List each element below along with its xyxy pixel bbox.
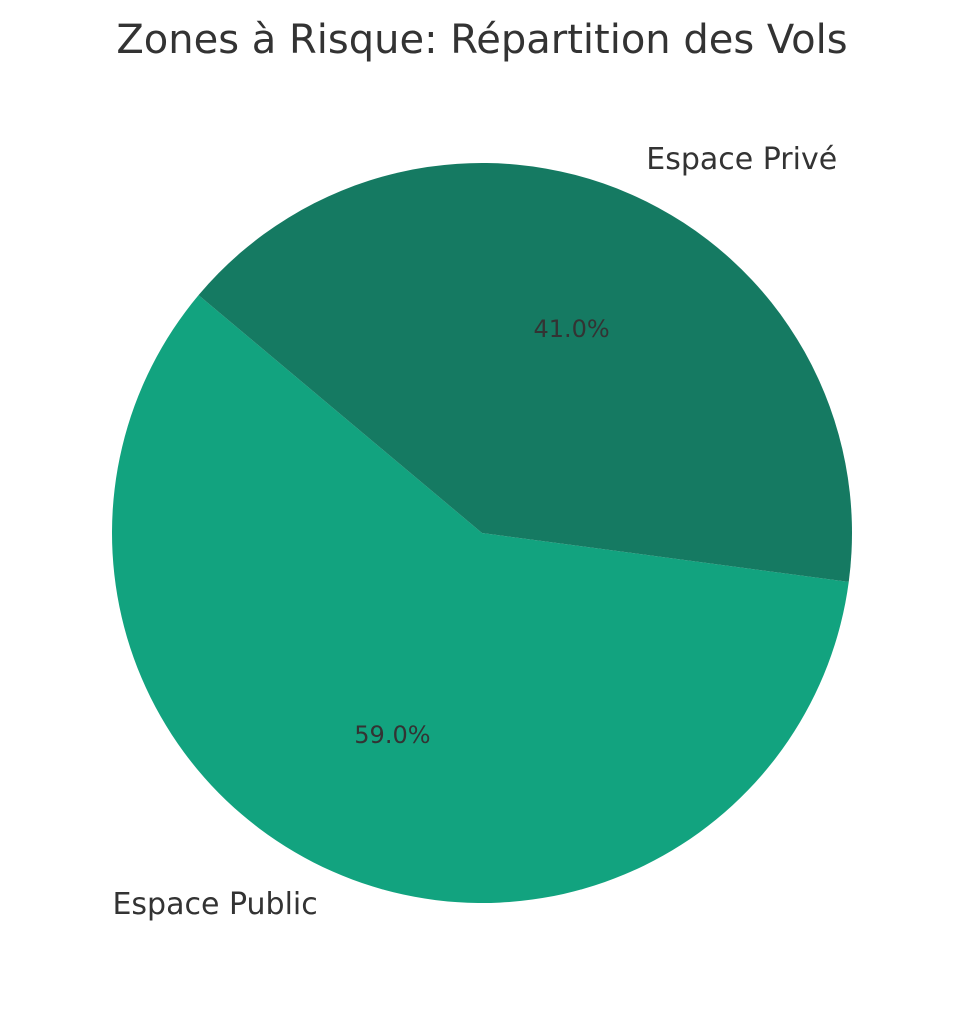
category-label: Espace Public (112, 887, 317, 922)
chart-title: Zones à Risque: Répartition des Vols (116, 17, 847, 63)
value-label: 41.0% (533, 315, 609, 343)
value-label: 59.0% (354, 721, 430, 749)
pie-slice (112, 295, 849, 903)
pie-slice (198, 162, 853, 582)
category-label: Espace Privé (646, 142, 837, 177)
